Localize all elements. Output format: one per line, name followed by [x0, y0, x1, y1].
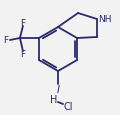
Text: I: I [57, 84, 60, 94]
Text: H: H [50, 94, 58, 104]
Text: F: F [3, 36, 9, 45]
Text: Cl: Cl [63, 101, 73, 111]
Text: F: F [20, 19, 26, 28]
Text: F: F [20, 50, 26, 59]
Text: NH: NH [98, 15, 111, 24]
